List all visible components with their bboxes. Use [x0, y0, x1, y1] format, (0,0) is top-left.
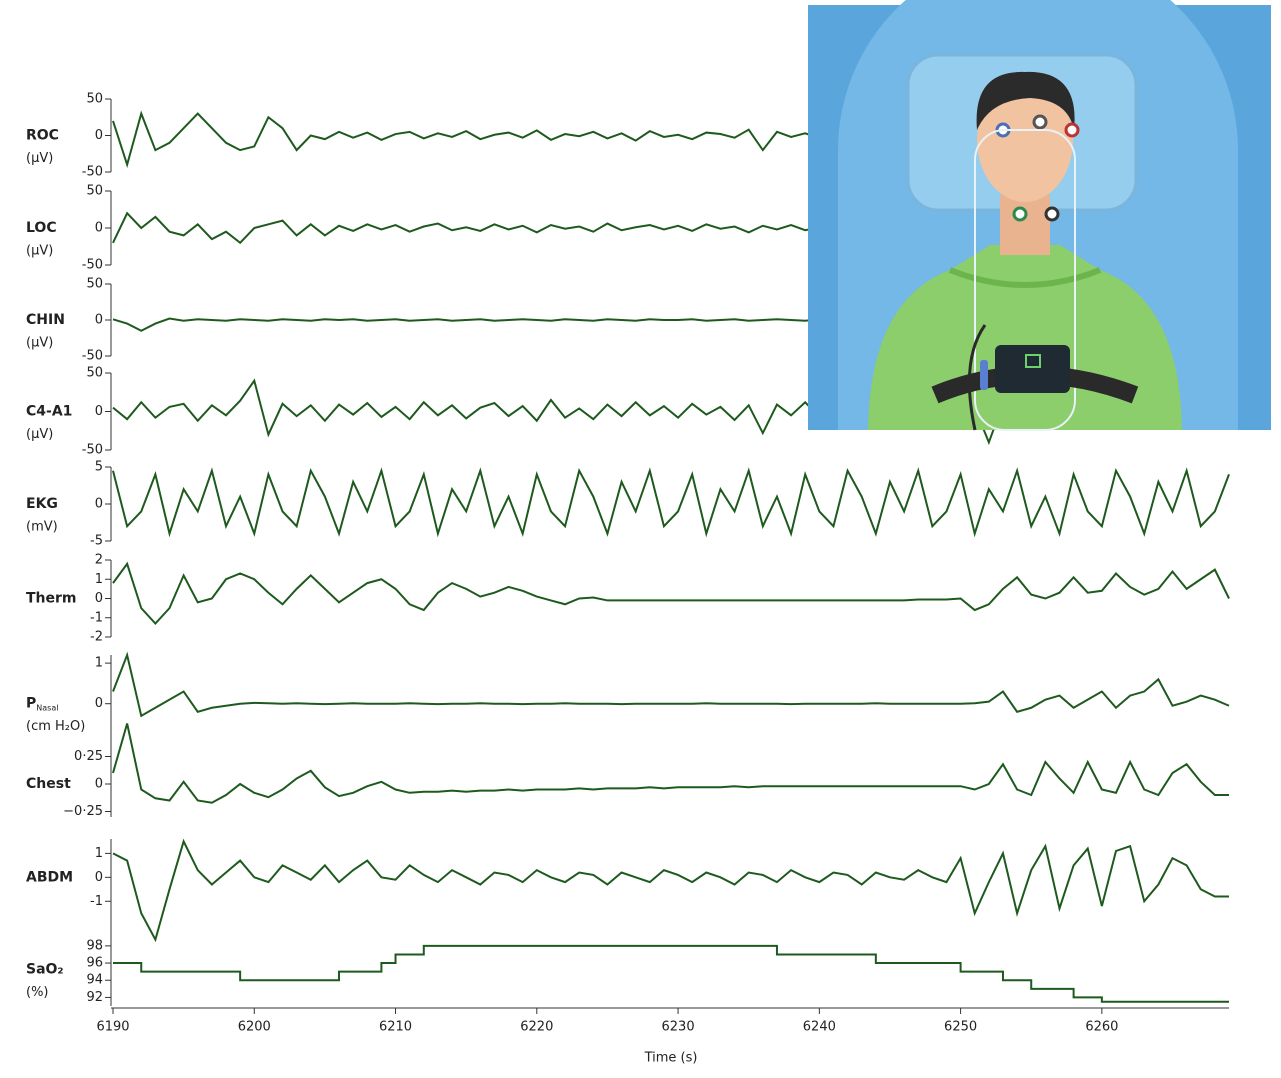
y-tick-label: 5 — [95, 460, 103, 475]
panel-label: PNasal — [26, 696, 58, 713]
y-tick-label: 0 — [95, 313, 103, 328]
y-tick-label: 1 — [95, 846, 103, 861]
y-tick-label: 92 — [86, 990, 103, 1005]
x-tick-label: 6210 — [379, 1020, 412, 1035]
panel-label: ABDM — [26, 869, 73, 885]
panel-label-sub: Nasal — [36, 703, 58, 712]
y-tick-label: 94 — [86, 973, 103, 988]
y-tick-label: -5 — [90, 534, 103, 549]
y-tick-label: 50 — [86, 184, 103, 199]
panel-label: LOC — [26, 220, 57, 236]
y-tick-label: 98 — [86, 938, 103, 953]
x-tick-label: 6230 — [662, 1020, 695, 1035]
y-tick-label: 1 — [95, 572, 103, 587]
y-tick-label: 50 — [86, 92, 103, 107]
y-tick-label: 1 — [95, 656, 103, 671]
panel-unit: (%) — [26, 985, 49, 1000]
panel-label: Therm — [26, 591, 77, 607]
y-tick-label: 0 — [95, 870, 103, 885]
y-tick-label: 0 — [95, 128, 103, 143]
y-tick-label: 0 — [95, 696, 103, 711]
signal-line — [113, 655, 1229, 716]
x-tick-label: 6200 — [238, 1020, 271, 1035]
y-tick-label: −0·25 — [63, 804, 103, 819]
y-tick-label: 0 — [95, 404, 103, 419]
panel-unit: (µV) — [26, 151, 53, 166]
x-tick-label: 6240 — [803, 1020, 836, 1035]
x-tick-label: 6260 — [1085, 1020, 1118, 1035]
panel-unit: (µV) — [26, 427, 53, 442]
y-tick-label: 2 — [95, 553, 103, 568]
y-tick-label: -50 — [82, 443, 103, 458]
y-tick-label: 0·25 — [74, 749, 103, 764]
panel-label: C4-A1 — [26, 404, 72, 420]
panel-unit: (µV) — [26, 336, 53, 351]
panel-unit: (cm H₂O) — [26, 719, 85, 734]
panel-unit: (mV) — [26, 520, 58, 535]
panel-label: Chest — [26, 776, 71, 792]
signal-line — [113, 471, 1229, 534]
panel-label: EKG — [26, 496, 58, 512]
panel-label: SaO₂ — [26, 962, 64, 978]
y-tick-label: 0 — [95, 497, 103, 512]
panel-unit: (µV) — [26, 244, 53, 259]
illustration — [808, 0, 1271, 430]
y-tick-label: -1 — [90, 610, 103, 625]
y-tick-label: -2 — [90, 630, 103, 645]
y-tick-label: 96 — [86, 956, 103, 971]
signal-line — [113, 841, 1229, 939]
signal-line — [113, 946, 1229, 1002]
panel-label: ROC — [26, 128, 59, 144]
x-tick-label: 6220 — [520, 1020, 553, 1035]
y-tick-label: 0 — [95, 221, 103, 236]
chart: 500-50ROC(µV)500-50LOC(µV)500-50CHIN(µV)… — [0, 0, 1281, 1074]
y-tick-label: -1 — [90, 894, 103, 909]
y-tick-label: 0 — [95, 777, 103, 792]
panel-label: CHIN — [26, 312, 65, 328]
x-axis-title: Time (s) — [644, 1051, 698, 1066]
signal-line — [113, 724, 1229, 803]
y-tick-label: -50 — [82, 258, 103, 273]
y-tick-label: 0 — [95, 591, 103, 606]
y-tick-label: -50 — [82, 349, 103, 364]
x-tick-label: 6250 — [944, 1020, 977, 1035]
x-tick-label: 6190 — [96, 1020, 129, 1035]
signal-line — [113, 564, 1229, 624]
y-tick-label: 50 — [86, 277, 103, 292]
y-tick-label: -50 — [82, 165, 103, 180]
y-tick-label: 50 — [86, 366, 103, 381]
